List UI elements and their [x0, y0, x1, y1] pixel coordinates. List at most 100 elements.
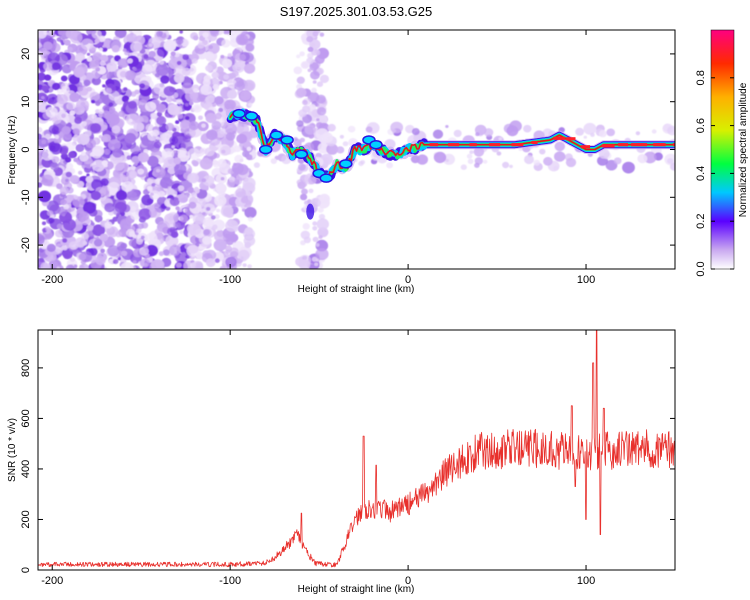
- noise-blob: [307, 46, 314, 53]
- noise-blob: [202, 175, 215, 187]
- noise-blob: [118, 110, 126, 118]
- y-tick-label: 10: [20, 96, 32, 108]
- noise-blob: [384, 139, 396, 150]
- noise-blob: [61, 42, 65, 46]
- noise-blob: [575, 127, 584, 136]
- noise-blob: [78, 170, 83, 175]
- noise-blob: [187, 148, 201, 160]
- noise-blob: [293, 137, 298, 141]
- noise-blob: [65, 264, 75, 269]
- noise-blob: [202, 236, 212, 245]
- noise-blob: [106, 113, 120, 126]
- noise-blob: [103, 163, 108, 168]
- noise-blob: [149, 206, 162, 218]
- noise-blob: [316, 118, 320, 122]
- noise-blob: [150, 112, 158, 120]
- noise-blob: [124, 70, 136, 81]
- noise-blob: [313, 49, 321, 56]
- y-tick-label: 200: [20, 510, 32, 528]
- noise-blob: [234, 177, 243, 185]
- noise-blob: [227, 53, 233, 58]
- noise-blob: [45, 227, 50, 232]
- noise-blob: [38, 176, 43, 182]
- noise-blob: [210, 215, 216, 220]
- noise-blob: [132, 234, 137, 239]
- noise-blob: [300, 61, 310, 69]
- noise-blob: [78, 253, 87, 261]
- noise-blob: [211, 120, 222, 130]
- noise-blob: [86, 173, 90, 177]
- noise-blob: [469, 150, 474, 155]
- noise-blob: [205, 258, 216, 268]
- noise-blob: [56, 223, 63, 229]
- noise-blob: [185, 116, 190, 121]
- noise-blob: [191, 192, 198, 198]
- noise-blob: [177, 113, 184, 119]
- noise-blob: [216, 208, 221, 213]
- noise-blob: [232, 130, 237, 134]
- noise-blob: [214, 195, 227, 207]
- colorbar-tick-label: 0.6: [695, 118, 707, 133]
- noise-blob: [214, 258, 220, 263]
- noise-blob: [103, 148, 111, 155]
- noise-blob: [83, 79, 91, 87]
- noise-blob: [177, 185, 185, 192]
- noise-blob: [158, 251, 164, 257]
- noise-blob: [111, 125, 121, 134]
- noise-blob: [156, 168, 161, 173]
- noise-blob: [466, 153, 473, 159]
- x-tick-label: -100: [219, 575, 241, 587]
- noise-blob: [121, 181, 134, 192]
- noise-blob: [188, 201, 197, 209]
- noise-blob: [239, 54, 247, 61]
- noise-blob: [141, 64, 153, 75]
- noise-blob: [127, 211, 132, 215]
- noise-blob: [179, 119, 191, 130]
- noise-blob: [190, 32, 199, 40]
- noise-blob: [100, 54, 109, 63]
- noise-blob: [156, 111, 163, 117]
- noise-blob: [94, 59, 101, 65]
- noise-blob: [46, 210, 54, 217]
- noise-blob: [159, 60, 165, 65]
- noise-blob: [38, 72, 46, 81]
- noise-blob: [121, 250, 128, 256]
- noise-blob: [46, 243, 56, 252]
- noise-blob: [169, 196, 180, 207]
- noise-blob: [314, 102, 320, 107]
- noise-blob: [637, 154, 648, 164]
- noise-blob: [38, 42, 43, 49]
- noise-blob: [86, 52, 91, 56]
- noise-blob: [92, 224, 106, 237]
- noise-blob: [296, 54, 301, 59]
- noise-blob: [319, 74, 329, 84]
- noise-blob: [130, 41, 143, 53]
- noise-blob: [64, 157, 72, 163]
- snr-line: [38, 330, 675, 568]
- noise-blob: [242, 263, 247, 267]
- noise-blob: [54, 238, 63, 247]
- noise-blob: [61, 64, 72, 74]
- noise-blob: [215, 183, 227, 194]
- colorbar-tick-label: 0.8: [695, 70, 707, 85]
- noise-blob: [102, 84, 106, 88]
- noise-blob: [61, 113, 66, 119]
- noise-blob: [234, 145, 242, 153]
- noise-blob: [112, 148, 123, 158]
- noise-blob: [176, 60, 182, 66]
- y-tick-label: 800: [20, 359, 32, 377]
- noise-blob: [244, 63, 256, 74]
- noise-blob: [56, 37, 62, 42]
- snr-plot-area: [38, 330, 675, 568]
- noise-blob: [312, 221, 318, 226]
- noise-blob: [137, 223, 144, 230]
- ridge-blob: [306, 203, 315, 220]
- noise-blob: [44, 74, 52, 81]
- x-tick-label: 100: [577, 575, 595, 587]
- noise-blob: [132, 260, 137, 264]
- noise-blob: [223, 74, 230, 80]
- noise-blob: [296, 120, 304, 127]
- noise-blob: [69, 168, 74, 173]
- noise-blob: [225, 256, 237, 268]
